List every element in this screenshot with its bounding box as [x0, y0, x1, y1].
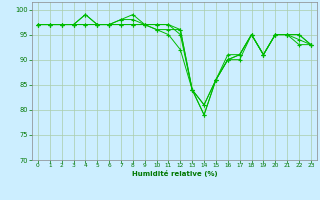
X-axis label: Humidité relative (%): Humidité relative (%) [132, 170, 217, 177]
